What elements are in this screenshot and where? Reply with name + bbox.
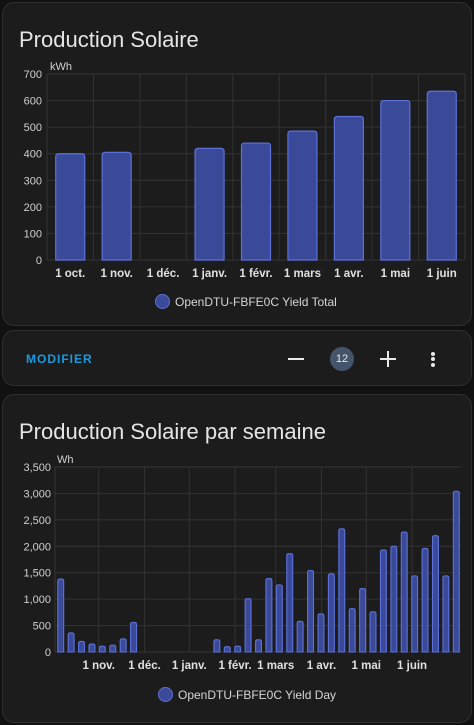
x-tick-label: 1 avr. <box>307 660 336 672</box>
bar <box>244 598 252 653</box>
bar <box>333 115 364 261</box>
plus-icon <box>380 351 396 367</box>
bar <box>275 584 283 653</box>
bar <box>452 490 460 653</box>
x-tick-label: 1 nov. <box>83 660 115 672</box>
y-tick-label: 500 <box>24 122 42 134</box>
weekly-bar-chart: 0 500 1,000 1,500 2,000 2,500 3,000 3,500 Wh 1 no… <box>23 454 461 672</box>
x-tick-label: 1 févr. <box>239 268 272 280</box>
y-tick-label: 600 <box>24 96 42 108</box>
bar <box>98 645 106 653</box>
bar <box>411 575 419 653</box>
y-tick-label: 500 <box>33 621 51 633</box>
bar <box>119 638 127 653</box>
legend-swatch <box>158 687 173 702</box>
minus-icon <box>288 357 304 361</box>
increase-button[interactable] <box>374 345 402 373</box>
bar <box>442 575 450 653</box>
legend-item[interactable]: OpenDTU-FBFE0C Yield Total <box>155 294 337 309</box>
x-tick-label: 1 déc. <box>147 268 180 280</box>
x-tick-label: 1 janv. <box>192 268 227 280</box>
y-tick-label: 1,000 <box>23 594 51 606</box>
x-tick-label: 1 avr. <box>334 268 363 280</box>
x-tick-label: 1 févr. <box>218 660 251 672</box>
bar <box>254 639 263 653</box>
y-tick-label: 0 <box>36 255 42 267</box>
x-tick-label: 1 juin <box>427 268 457 280</box>
y-tick-label: 700 <box>24 69 42 81</box>
bar <box>426 90 457 261</box>
bar <box>78 640 86 653</box>
more-options-button[interactable] <box>419 345 447 373</box>
y-tick-label: 2,000 <box>23 541 51 553</box>
x-tick-label: 1 mai <box>352 660 381 672</box>
bar <box>317 613 325 653</box>
y-tick-label: 300 <box>24 175 42 187</box>
bar <box>369 611 377 653</box>
y-axis-unit: kWh <box>50 61 72 73</box>
x-tick-label: 1 mai <box>381 268 410 280</box>
bar <box>287 130 318 261</box>
x-tick-label: 1 oct. <box>55 268 85 280</box>
dots-vertical-icon <box>431 351 435 367</box>
monthly-production-card: Production Solaire 0 100 200 300 400 500 600 70… <box>2 2 472 326</box>
bar <box>101 151 132 261</box>
bar <box>296 620 304 653</box>
decrease-button[interactable] <box>282 345 310 373</box>
bar <box>338 528 346 653</box>
bar <box>390 545 398 653</box>
y-tick-label: 3,500 <box>23 462 51 474</box>
legend-label: OpenDTU-FBFE0C Yield Total <box>175 294 337 309</box>
bar <box>379 549 387 653</box>
modifier-button[interactable]: MODIFIER <box>26 352 93 366</box>
x-tick-label: 1 déc. <box>128 660 161 672</box>
bar <box>348 608 356 653</box>
bar <box>109 644 117 653</box>
x-tick-label: 1 juin <box>397 660 427 672</box>
bar <box>431 535 439 653</box>
legend-label: OpenDTU-FBFE0C Yield Day <box>178 687 337 702</box>
bar <box>359 588 367 653</box>
y-tick-label: 400 <box>24 149 42 161</box>
y-tick-label: 0 <box>45 647 51 659</box>
bar <box>400 531 408 653</box>
x-tick-label: 1 mars <box>284 268 321 280</box>
x-tick-label: 1 mars <box>257 660 294 672</box>
y-tick-label: 100 <box>24 228 42 240</box>
bar <box>57 578 65 653</box>
bar <box>194 147 225 261</box>
legend-swatch <box>155 294 170 309</box>
weekly-production-card: Production Solaire par semaine 0 500 1,000… <box>2 394 472 723</box>
monthly-bar-chart: 0 100 200 300 400 500 600 700 kWh 1 oct. 1 nov. 1 d… <box>24 61 466 280</box>
y-tick-label: 200 <box>24 202 42 214</box>
bar <box>67 632 75 653</box>
y-tick-label: 2,500 <box>23 515 51 527</box>
x-tick-label: 1 janv. <box>172 660 207 672</box>
card-title: Production Solaire par semaine <box>19 419 326 444</box>
bar <box>307 570 315 653</box>
x-tick-label: 1 nov. <box>100 268 132 280</box>
bar <box>88 643 96 653</box>
bar <box>265 577 273 653</box>
bar <box>327 573 335 653</box>
bar <box>55 153 86 261</box>
bar <box>234 645 242 653</box>
bar <box>213 639 221 653</box>
bar <box>223 646 231 653</box>
y-axis-unit: Wh <box>57 454 74 466</box>
legend-item[interactable]: OpenDTU-FBFE0C Yield Day <box>158 687 336 702</box>
bar <box>130 621 138 653</box>
card-title: Production Solaire <box>19 27 199 52</box>
counter-badge: 12 <box>330 347 354 371</box>
controls-card: MODIFIER 12 <box>2 330 472 386</box>
y-tick-label: 1,500 <box>23 568 51 580</box>
bar <box>286 553 294 653</box>
bar <box>240 142 272 261</box>
y-tick-label: 3,000 <box>23 488 51 500</box>
bar <box>380 99 411 261</box>
bar <box>421 547 429 653</box>
